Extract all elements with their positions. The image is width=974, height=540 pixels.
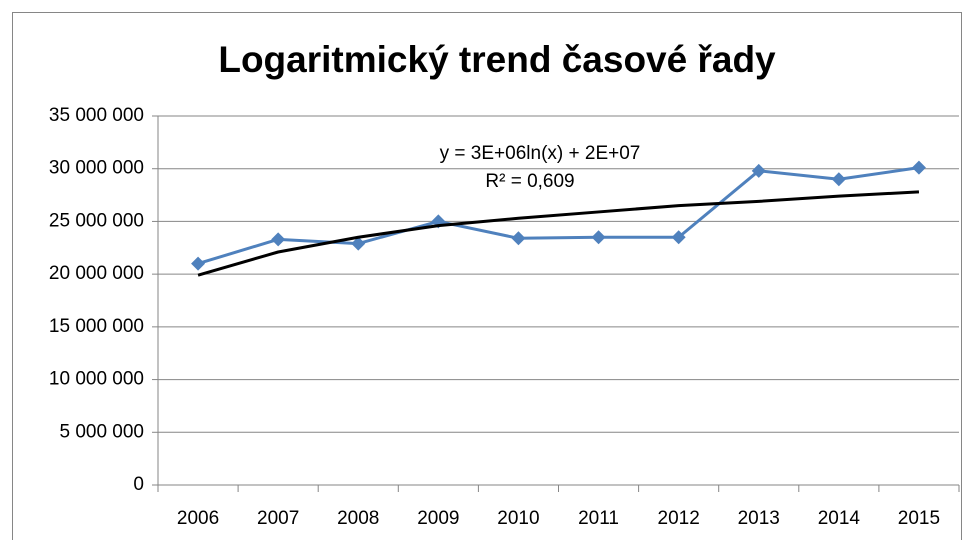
data-point	[511, 231, 526, 246]
trend-r-squared: R² = 0,609	[485, 171, 574, 192]
y-tick-label: 0	[133, 474, 144, 495]
y-tick-label: 10 000 000	[49, 369, 144, 390]
data-point	[191, 256, 206, 271]
data-point	[271, 232, 286, 247]
x-tick-label: 2012	[658, 508, 700, 529]
y-tick-label: 35 000 000	[49, 105, 144, 126]
x-tick-label: 2008	[337, 508, 379, 529]
x-tick-label: 2007	[257, 508, 299, 529]
y-tick-label: 25 000 000	[49, 210, 144, 231]
x-tick-label: 2006	[177, 508, 219, 529]
x-tick-label: 2013	[738, 508, 780, 529]
y-tick-label: 5 000 000	[59, 421, 144, 442]
trend-line	[197, 190, 920, 277]
x-tick-label: 2010	[497, 508, 539, 529]
data-point	[671, 230, 686, 245]
y-tick-label: 15 000 000	[49, 316, 144, 337]
y-tick-label: 20 000 000	[49, 263, 144, 284]
data-point	[751, 163, 766, 178]
x-tick-label: 2014	[818, 508, 861, 529]
y-tick-label: 30 000 000	[49, 158, 144, 179]
data-point	[351, 236, 366, 251]
series-line	[197, 166, 920, 266]
x-tick-label: 2011	[578, 508, 619, 529]
trend-equation: y = 3E+06ln(x) + 2E+07	[440, 143, 641, 164]
data-point	[591, 230, 606, 245]
chart-frame	[12, 12, 962, 540]
chart-title: Logaritmický trend časové řady	[218, 39, 776, 80]
x-tick-label: 2015	[898, 508, 940, 529]
data-point	[831, 172, 846, 187]
data-point	[911, 160, 926, 175]
x-tick-label: 2009	[417, 508, 459, 529]
